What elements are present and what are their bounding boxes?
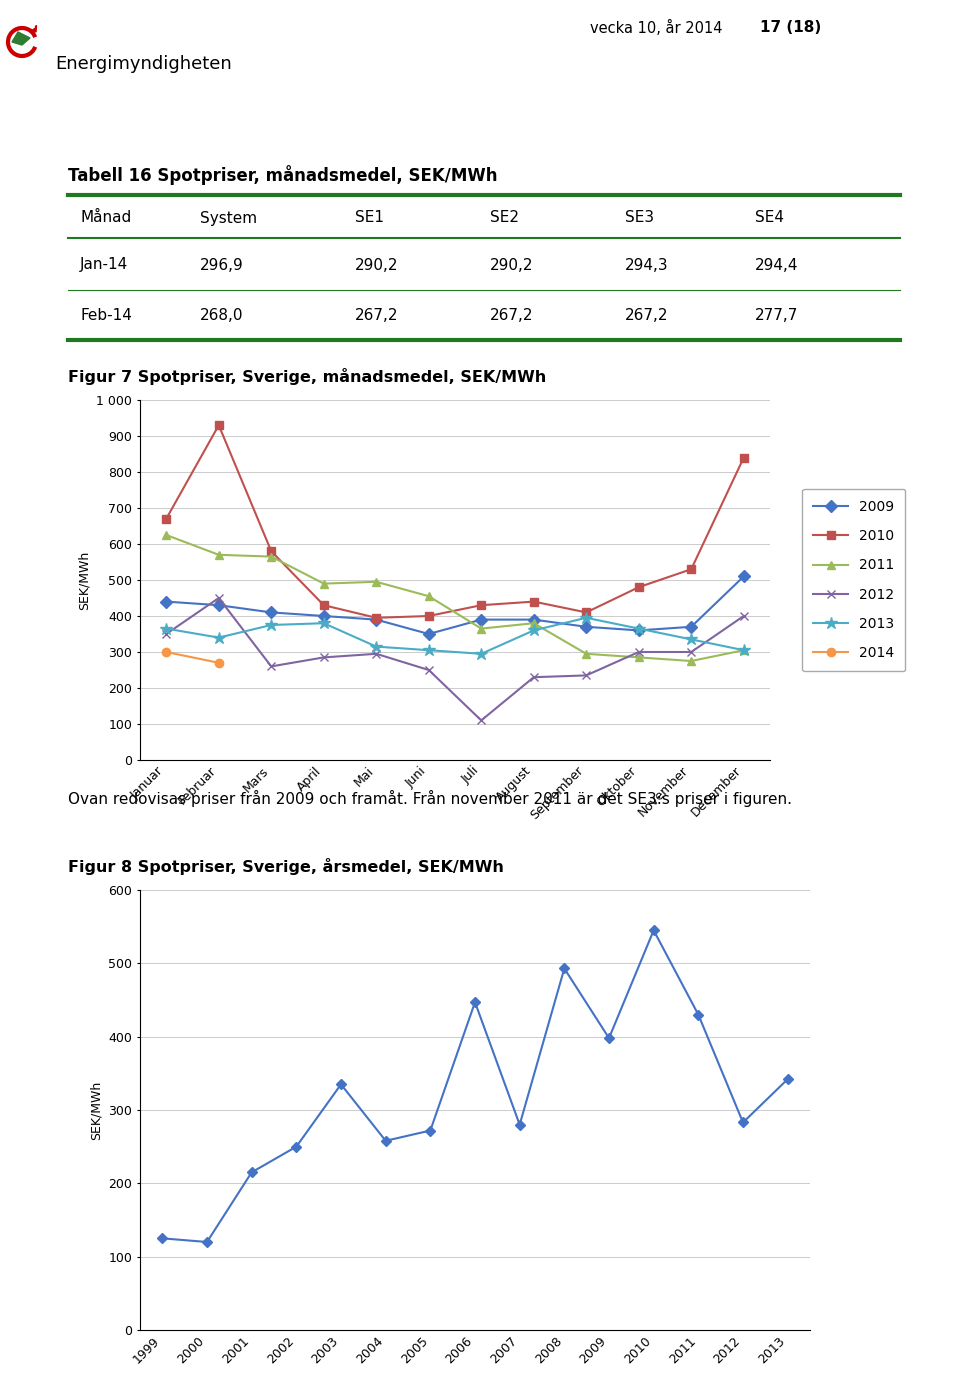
Text: Figur 8 Spotpriser, Sverige, årsmedel, SEK/MWh: Figur 8 Spotpriser, Sverige, årsmedel, S… — [68, 858, 504, 875]
Text: SE3: SE3 — [625, 211, 654, 225]
Text: Ovan redovisas priser från 2009 och framåt. Från november 2011 är det SE3:s pris: Ovan redovisas priser från 2009 och fram… — [68, 789, 792, 807]
Text: 268,0: 268,0 — [200, 308, 244, 323]
Text: 294,4: 294,4 — [755, 258, 799, 272]
Text: Månad: Månad — [80, 211, 132, 225]
Text: System: System — [200, 211, 257, 225]
Text: 277,7: 277,7 — [755, 308, 799, 323]
Text: Tabell 16 Spotpriser, månadsmedel, SEK/MWh: Tabell 16 Spotpriser, månadsmedel, SEK/M… — [68, 166, 497, 185]
Text: 296,9: 296,9 — [200, 258, 244, 272]
Text: 267,2: 267,2 — [490, 308, 534, 323]
Text: SE4: SE4 — [755, 211, 784, 225]
Y-axis label: SEK/MWh: SEK/MWh — [78, 551, 91, 610]
Legend: 2009, 2010, 2011, 2012, 2013, 2014: 2009, 2010, 2011, 2012, 2013, 2014 — [803, 489, 905, 671]
Text: Figur 7 Spotpriser, Sverige, månadsmedel, SEK/MWh: Figur 7 Spotpriser, Sverige, månadsmedel… — [68, 368, 546, 385]
Text: SE1: SE1 — [355, 211, 384, 225]
Text: 267,2: 267,2 — [625, 308, 668, 323]
FancyArrow shape — [30, 26, 36, 32]
Polygon shape — [12, 32, 30, 46]
Text: SE2: SE2 — [490, 211, 519, 225]
Text: Energimyndigheten: Energimyndigheten — [55, 55, 231, 73]
Text: 290,2: 290,2 — [355, 258, 398, 272]
Text: 290,2: 290,2 — [490, 258, 534, 272]
Text: Feb-14: Feb-14 — [80, 308, 132, 323]
Y-axis label: SEK/MWh: SEK/MWh — [90, 1081, 103, 1140]
Text: 294,3: 294,3 — [625, 258, 668, 272]
Text: 17 (18): 17 (18) — [760, 19, 821, 34]
Text: Jan-14: Jan-14 — [80, 258, 129, 272]
Text: vecka 10, år 2014: vecka 10, år 2014 — [590, 19, 723, 36]
Text: 267,2: 267,2 — [355, 308, 398, 323]
